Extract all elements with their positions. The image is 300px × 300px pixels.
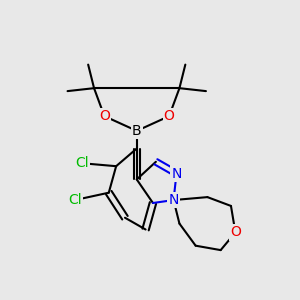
Text: Cl: Cl [76,156,89,170]
Text: O: O [99,109,110,123]
Text: N: N [168,193,179,207]
Text: N: N [171,167,182,181]
Text: Cl: Cl [68,193,82,207]
Text: O: O [230,225,241,239]
Text: B: B [132,124,142,138]
Text: O: O [164,109,175,123]
